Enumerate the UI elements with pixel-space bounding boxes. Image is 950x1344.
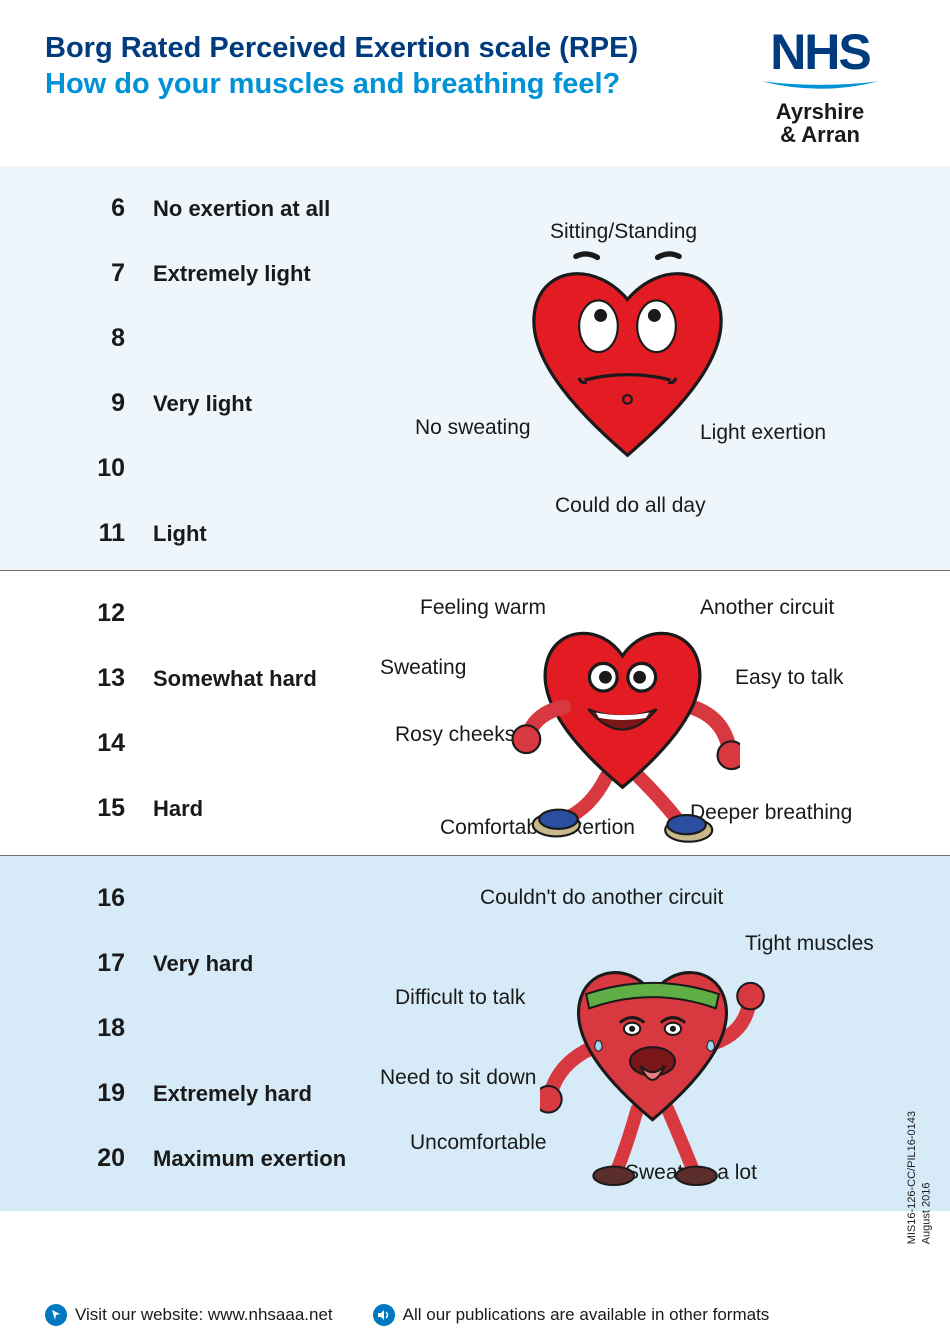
scale-num: 19 bbox=[70, 1079, 125, 1108]
scale-num: 14 bbox=[70, 729, 125, 758]
nhs-swoosh-icon bbox=[740, 79, 900, 93]
audio-icon bbox=[373, 1304, 395, 1326]
footer-formats-text: All our publications are available in ot… bbox=[403, 1305, 770, 1325]
nhs-logo-sub2: & Arran bbox=[735, 123, 905, 146]
scale-num: 12 bbox=[70, 599, 125, 628]
header-text: Borg Rated Perceived Exertion scale (RPE… bbox=[45, 30, 735, 104]
scale-row: 8 bbox=[70, 306, 905, 371]
scale-row: 18 bbox=[70, 996, 905, 1061]
scale-num: 13 bbox=[70, 664, 125, 693]
scale-num: 10 bbox=[70, 454, 125, 483]
scale-row: 15Hard bbox=[70, 776, 905, 841]
scale-label: Very hard bbox=[125, 951, 253, 977]
section-hard: 16 17Very hard 18 19Extremely hard 20Max… bbox=[0, 856, 950, 1211]
scale-num: 7 bbox=[70, 259, 125, 288]
scale-num: 8 bbox=[70, 324, 125, 353]
scale-num: 6 bbox=[70, 194, 125, 223]
scale-row: 9Very light bbox=[70, 371, 905, 436]
scale-row: 20Maximum exertion bbox=[70, 1126, 905, 1191]
footer: Visit our website: www.nhsaaa.net All ou… bbox=[0, 1292, 950, 1344]
scale-sections: 6No exertion at all 7Extremely light 8 9… bbox=[0, 166, 950, 1211]
section-moderate: 12 13Somewhat hard 14 15Hard Feeling war… bbox=[0, 571, 950, 856]
scale-label: Very light bbox=[125, 391, 252, 417]
scale-row: 13Somewhat hard bbox=[70, 646, 905, 711]
ref-code: MIS16-126-CC/PIL16-0143 bbox=[906, 1111, 918, 1244]
scale-row: 7Extremely light bbox=[70, 241, 905, 306]
footer-website-text: Visit our website: www.nhsaaa.net bbox=[75, 1305, 333, 1325]
header: Borg Rated Perceived Exertion scale (RPE… bbox=[0, 0, 950, 166]
scale-row: 17Very hard bbox=[70, 931, 905, 996]
scale-num: 16 bbox=[70, 884, 125, 913]
scale-list-light: 6No exertion at all 7Extremely light 8 9… bbox=[70, 176, 905, 566]
scale-row: 12 bbox=[70, 581, 905, 646]
scale-label: Extremely light bbox=[125, 261, 311, 287]
scale-row: 11Light bbox=[70, 501, 905, 566]
scale-row: 6No exertion at all bbox=[70, 176, 905, 241]
nhs-logo: NHS Ayrshire & Arran bbox=[735, 30, 905, 146]
scale-list-moderate: 12 13Somewhat hard 14 15Hard bbox=[70, 581, 905, 841]
scale-row: 14 bbox=[70, 711, 905, 776]
page-title: Borg Rated Perceived Exertion scale (RPE… bbox=[45, 30, 735, 66]
scale-num: 18 bbox=[70, 1014, 125, 1043]
scale-num: 17 bbox=[70, 949, 125, 978]
nhs-logo-sub1: Ayrshire bbox=[735, 100, 905, 123]
scale-num: 20 bbox=[70, 1144, 125, 1173]
scale-row: 10 bbox=[70, 436, 905, 501]
scale-label: No exertion at all bbox=[125, 196, 330, 222]
mouse-icon bbox=[45, 1304, 67, 1326]
scale-label: Extremely hard bbox=[125, 1081, 312, 1107]
scale-num: 9 bbox=[70, 389, 125, 418]
reference-code: MIS16-126-CC/PIL16-0143 August 2016 bbox=[905, 1111, 934, 1244]
scale-label: Light bbox=[125, 521, 207, 547]
scale-row: 19Extremely hard bbox=[70, 1061, 905, 1126]
scale-label: Maximum exertion bbox=[125, 1146, 346, 1172]
scale-label: Somewhat hard bbox=[125, 666, 317, 692]
ref-date: August 2016 bbox=[921, 1182, 933, 1244]
scale-list-hard: 16 17Very hard 18 19Extremely hard 20Max… bbox=[70, 866, 905, 1191]
scale-label: Hard bbox=[125, 796, 203, 822]
footer-formats: All our publications are available in ot… bbox=[373, 1304, 770, 1326]
page-subtitle: How do your muscles and breathing feel? bbox=[45, 66, 735, 104]
scale-row: 16 bbox=[70, 866, 905, 931]
nhs-logo-text: NHS bbox=[735, 30, 905, 75]
footer-website: Visit our website: www.nhsaaa.net bbox=[45, 1304, 333, 1326]
scale-num: 11 bbox=[70, 519, 125, 548]
section-light: 6No exertion at all 7Extremely light 8 9… bbox=[0, 166, 950, 571]
scale-num: 15 bbox=[70, 794, 125, 823]
